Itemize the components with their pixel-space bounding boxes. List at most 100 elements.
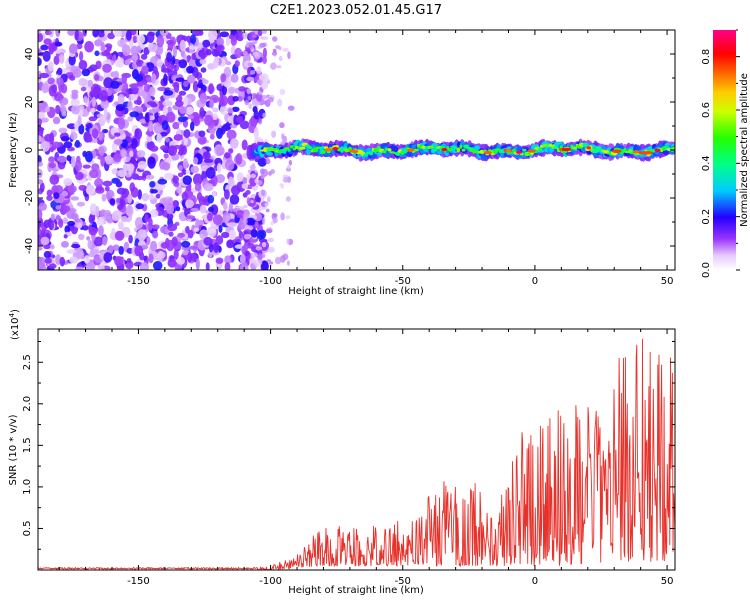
heatmap-cell <box>77 115 82 127</box>
heatmap-cell <box>285 215 291 220</box>
heatmap-cell <box>138 87 145 97</box>
heatmap-cell <box>238 86 246 92</box>
heatmap-cell <box>161 64 167 73</box>
heatmap-cell <box>162 100 173 107</box>
heatmap-cell <box>152 261 163 270</box>
heatmap-cell <box>495 148 501 151</box>
heatmap-cell <box>137 189 142 200</box>
heatmap-cell <box>222 201 228 210</box>
heatmap-cell <box>113 132 121 137</box>
heatmap-cell <box>60 83 68 94</box>
heatmap-cell <box>39 182 45 193</box>
heatmap-cell <box>203 236 213 246</box>
heatmap-cell <box>86 236 91 241</box>
heatmap-cell <box>175 100 184 107</box>
heatmap-cell <box>136 59 144 67</box>
heatmap-cell <box>128 234 133 244</box>
heatmap-cell <box>38 256 46 266</box>
heatmap-cell <box>349 149 359 153</box>
heatmap-cell <box>163 153 169 159</box>
heatmap-cell <box>183 96 189 107</box>
heatmap-cell <box>282 177 289 183</box>
heatmap-cell <box>159 30 169 37</box>
heatmap-cell <box>242 192 248 198</box>
heatmap-cell <box>249 175 257 187</box>
heatmap-cell <box>231 185 241 196</box>
heatmap-cell <box>152 224 160 230</box>
heatmap-cell <box>103 252 113 263</box>
heatmap-cell <box>199 92 208 104</box>
heatmap-cell <box>230 73 239 83</box>
heatmap-cell <box>261 189 266 197</box>
heatmap-cell <box>47 77 55 85</box>
x-tick-label: -100 <box>259 576 282 587</box>
heatmap-cell <box>271 51 278 56</box>
heatmap-cell <box>117 169 127 178</box>
heatmap-cell <box>230 30 238 35</box>
heatmap-cell <box>258 118 263 125</box>
heatmap-cell <box>173 45 177 58</box>
heatmap-cell <box>189 245 198 250</box>
heatmap-cell <box>171 236 178 247</box>
snr-multiplier-base: (x10 <box>10 317 21 340</box>
heatmap-cell <box>173 249 179 260</box>
heatmap-cell <box>236 172 244 182</box>
heatmap-cell <box>172 121 180 130</box>
heatmap-cell <box>143 84 151 93</box>
heatmap-cell <box>215 257 224 264</box>
heatmap-cell <box>218 224 223 233</box>
heatmap-cell <box>89 203 97 216</box>
heatmap-cell <box>111 210 122 221</box>
heatmap-cell <box>279 255 286 263</box>
heatmap-cell <box>40 141 50 152</box>
heatmap-cell <box>38 161 43 167</box>
heatmap-cell <box>168 231 174 237</box>
heatmap-cell <box>38 118 42 126</box>
heatmap-cell <box>52 116 61 125</box>
heatmap-cell <box>188 45 199 50</box>
heatmap-cell <box>195 218 200 231</box>
heatmap-cell <box>271 130 277 138</box>
heatmap-cell <box>55 104 61 115</box>
heatmap-cell <box>270 221 275 226</box>
heatmap-cell <box>38 57 42 67</box>
heatmap-cell <box>332 147 339 151</box>
heatmap-cell <box>38 179 44 185</box>
heatmap-cell <box>155 193 161 199</box>
heatmap-cell <box>654 148 661 152</box>
colorbar-tick-label: 0.2 <box>701 209 712 225</box>
heatmap-cell <box>120 215 128 223</box>
heatmap-cell <box>62 205 71 213</box>
snr-x-label: Height of straight line (km) <box>288 585 424 596</box>
heatmap-cell <box>572 146 578 150</box>
colorbar-tick-label: 0.0 <box>701 262 712 278</box>
heatmap-cell <box>83 96 88 103</box>
heatmap-cell <box>149 209 159 218</box>
heatmap-cell <box>246 173 251 180</box>
heatmap-cell <box>183 80 189 87</box>
heatmap-cell <box>253 215 257 220</box>
snr-frame <box>37 328 676 571</box>
heatmap-cell <box>253 127 259 140</box>
snr-multiplier: (x104) <box>8 309 21 340</box>
heatmap-cell <box>212 192 217 197</box>
heatmap-cell <box>209 99 214 109</box>
y-tick-label: -20 <box>24 190 35 206</box>
heatmap-cell <box>78 233 85 240</box>
heatmap-cell <box>93 236 104 247</box>
heatmap-cell <box>166 39 175 45</box>
heatmap-cell <box>318 146 323 149</box>
y-tick-label: 2.0 <box>22 396 33 412</box>
heatmap-cell <box>251 163 256 167</box>
heatmap-cell <box>161 120 169 131</box>
heatmap-cell <box>278 46 282 51</box>
heatmap-cell <box>74 139 81 148</box>
heatmap-y-ticks: -40 -20 0 20 40 <box>24 29 675 271</box>
heatmap-cell <box>113 138 123 145</box>
heatmap-cell <box>196 192 203 202</box>
heatmap-cell <box>96 216 105 226</box>
heatmap-cell <box>242 261 247 268</box>
x-tick-label: -50 <box>395 276 411 287</box>
heatmap-cell <box>553 145 559 150</box>
